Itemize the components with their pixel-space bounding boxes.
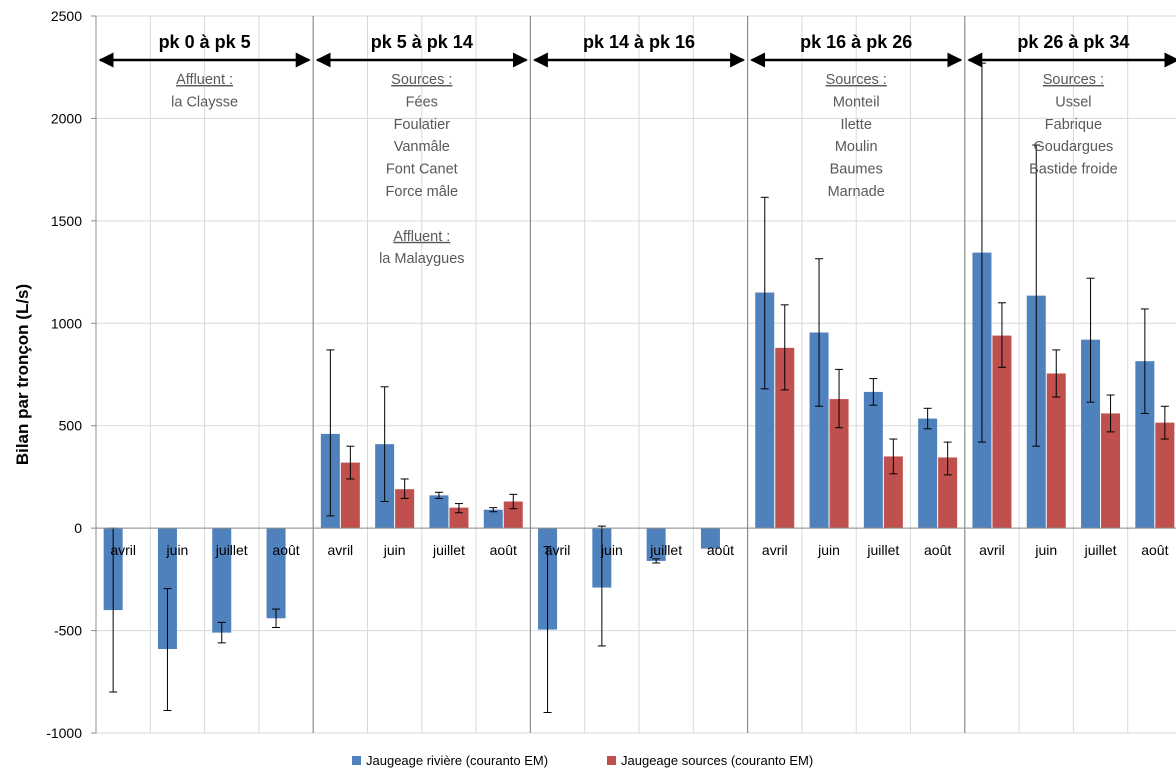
bar [829, 399, 849, 529]
category-label: avril [762, 542, 788, 558]
legend-swatch [352, 756, 361, 765]
category-label: avril [545, 542, 571, 558]
group-separators [149, 16, 1129, 733]
bar [266, 528, 286, 619]
bar [1155, 422, 1175, 529]
group-note: Baumes [830, 162, 883, 178]
group-note: Affluent : [176, 72, 233, 88]
group-note: Vanmâle [394, 139, 450, 155]
bar [918, 418, 938, 529]
bar [883, 456, 903, 529]
category-label: juin [383, 542, 406, 558]
group-note: Marnade [828, 184, 885, 200]
category-label: juillet [1084, 542, 1117, 558]
gridlines [96, 15, 1176, 734]
bar [429, 495, 449, 529]
bar [212, 528, 232, 633]
group-note: Bastide froide [1029, 162, 1118, 178]
y-tick-label: -500 [54, 623, 82, 639]
group-note: Ussel [1055, 94, 1091, 110]
y-tick-label: 1000 [51, 315, 82, 331]
bar [809, 332, 829, 529]
category-label: juin [600, 542, 623, 558]
category-label: août [707, 542, 734, 558]
axes: -1000 -500 0 500 1000 1500 2000 2500 Bilan par t… [13, 8, 1176, 741]
y-tick-label: 1500 [51, 213, 82, 229]
group-title: pk 14 à pk 16 [583, 32, 695, 52]
bar [992, 335, 1012, 529]
group-note: Ilette [840, 117, 871, 133]
group-note: Affluent : [393, 229, 450, 245]
bar [483, 509, 503, 529]
group-note: Sources : [826, 72, 887, 88]
legend: Jaugeage rivière (couranto EM) Jaugeage s… [352, 753, 813, 768]
category-label: juin [817, 542, 840, 558]
group-note: la Claysse [171, 94, 238, 110]
bar [1081, 339, 1101, 529]
error-bars [109, 62, 1169, 714]
bar [340, 462, 360, 529]
y-tick-label: 500 [59, 418, 83, 434]
category-label: juillet [649, 542, 682, 558]
group-note: Sources : [391, 72, 452, 88]
group-headers: pk 0 à pk 5 Affluent : la Claysse pk 5 à pk… [98, 32, 1176, 267]
bar [503, 501, 523, 529]
y-tick-label: 0 [74, 520, 82, 536]
category-label: juin [1034, 542, 1057, 558]
bar [700, 528, 720, 549]
category-label: juillet [866, 542, 899, 558]
category-label: juillet [432, 542, 465, 558]
bar [1046, 373, 1066, 529]
category-label: avril [110, 542, 136, 558]
group-note: Goudargues [1033, 139, 1113, 155]
category-labels: avril juin juillet août avril juin juillet août… [110, 542, 1168, 558]
group-note: Fées [406, 94, 438, 110]
bar [1101, 413, 1121, 529]
group-title: pk 5 à pk 14 [371, 32, 473, 52]
category-label: juin [166, 542, 189, 558]
bar [863, 391, 883, 529]
bar [775, 347, 795, 529]
group-title: pk 16 à pk 26 [800, 32, 912, 52]
legend-label: Jaugeage rivière (couranto EM) [366, 753, 548, 768]
bar [395, 489, 415, 529]
y-axis-label: Bilan par tronçon (L/s) [13, 284, 32, 465]
legend-swatch [607, 756, 616, 765]
y-tick-label: -1000 [46, 725, 82, 741]
category-label: juillet [215, 542, 248, 558]
bar [449, 507, 469, 529]
group-note: Fabrique [1045, 117, 1102, 133]
category-label: août [490, 542, 517, 558]
category-label: avril [328, 542, 354, 558]
group-note: Force mâle [386, 184, 459, 200]
group-title: pk 0 à pk 5 [159, 32, 251, 52]
bar [1135, 361, 1155, 529]
bar [755, 292, 775, 529]
category-label: août [1141, 542, 1168, 558]
bar [646, 528, 666, 561]
bar [938, 457, 958, 529]
category-label: août [924, 542, 951, 558]
group-note: Font Canet [386, 162, 458, 178]
group-note: la Malaygues [379, 251, 464, 267]
y-tick-label: 2000 [51, 110, 82, 126]
group-title: pk 26 à pk 34 [1017, 32, 1129, 52]
group-note: Moulin [835, 139, 878, 155]
group-note: Monteil [833, 94, 880, 110]
category-label: août [272, 542, 299, 558]
category-label: avril [979, 542, 1005, 558]
y-tick-label: 2500 [51, 8, 82, 24]
legend-label: Jaugeage sources (couranto EM) [621, 753, 813, 768]
group-note: Foulatier [394, 117, 451, 133]
group-note: Sources : [1043, 72, 1104, 88]
